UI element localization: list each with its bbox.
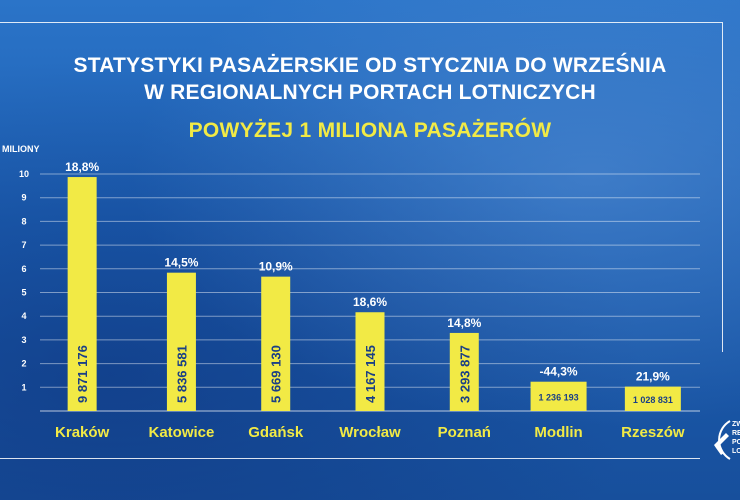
change-label: 14,5%	[164, 256, 198, 270]
change-label: 14,8%	[447, 316, 481, 330]
y-tick-label: 5	[21, 288, 26, 298]
data-label: 5 669 130	[269, 345, 284, 403]
x-tick-label: Wrocław	[339, 424, 401, 441]
change-label: 18,8%	[65, 160, 99, 174]
change-label: -44,3%	[540, 365, 578, 379]
y-tick-label: 10	[19, 169, 29, 179]
y-tick-label: 1	[21, 382, 26, 392]
change-label: 10,9%	[259, 260, 293, 274]
change-label: 21,9%	[636, 370, 670, 384]
bar	[166, 272, 196, 411]
y-tick-label: 3	[21, 335, 26, 345]
x-tick-label: Katowice	[148, 424, 214, 441]
data-label: 1 236 193	[539, 392, 579, 402]
y-tick-label: 7	[21, 240, 26, 250]
bar	[67, 177, 97, 411]
y-tick-label: 2	[21, 359, 26, 369]
logo-text-line: ZW	[732, 421, 740, 428]
x-tick-label: Modlin	[534, 424, 582, 441]
bottom-frame-line	[0, 458, 700, 459]
logo-text-line: RE	[732, 430, 740, 437]
y-axis-label: MILIONY	[2, 144, 40, 154]
logo-text: ZW RE PO LO	[732, 420, 740, 456]
airport-logo-icon	[714, 420, 731, 460]
x-tick-label: Kraków	[55, 424, 110, 441]
x-tick-label: Rzeszów	[621, 424, 685, 441]
y-tick-label: 8	[21, 216, 26, 226]
chart-title: STATYSTYKI PASAŻERSKIE OD STYCZNIA DO WR…	[0, 52, 740, 106]
data-label: 5 836 581	[174, 345, 189, 403]
change-label: 18,6%	[353, 295, 387, 309]
bar	[355, 312, 385, 411]
logo-text-line: LO	[732, 448, 740, 455]
bar	[530, 381, 587, 411]
data-label: 4 167 145	[363, 345, 378, 403]
y-tick-label: 4	[21, 311, 26, 321]
x-tick-label: Poznań	[438, 424, 491, 441]
chart-subtitle: POWYŻEJ 1 MILIONA PASAŻERÓW	[188, 119, 552, 142]
top-frame-line	[0, 22, 722, 23]
bar	[624, 386, 681, 411]
data-label: 1 028 831	[633, 395, 673, 405]
logo-text-line: PO	[732, 439, 740, 446]
chart-title-line-1: STATYSTYKI PASAŻERSKIE OD STYCZNIA DO WR…	[73, 54, 667, 77]
y-tick-label: 9	[21, 193, 26, 203]
chart-title-line-2: W REGIONALNYCH PORTACH LOTNICZYCH	[144, 81, 596, 104]
bar	[261, 276, 291, 411]
y-tick-label: 6	[21, 264, 26, 274]
right-frame-line	[722, 22, 723, 352]
bar	[449, 332, 479, 411]
data-label: 3 293 877	[457, 345, 472, 403]
data-label: 9 871 176	[75, 345, 90, 403]
x-tick-label: Gdańsk	[248, 424, 304, 441]
